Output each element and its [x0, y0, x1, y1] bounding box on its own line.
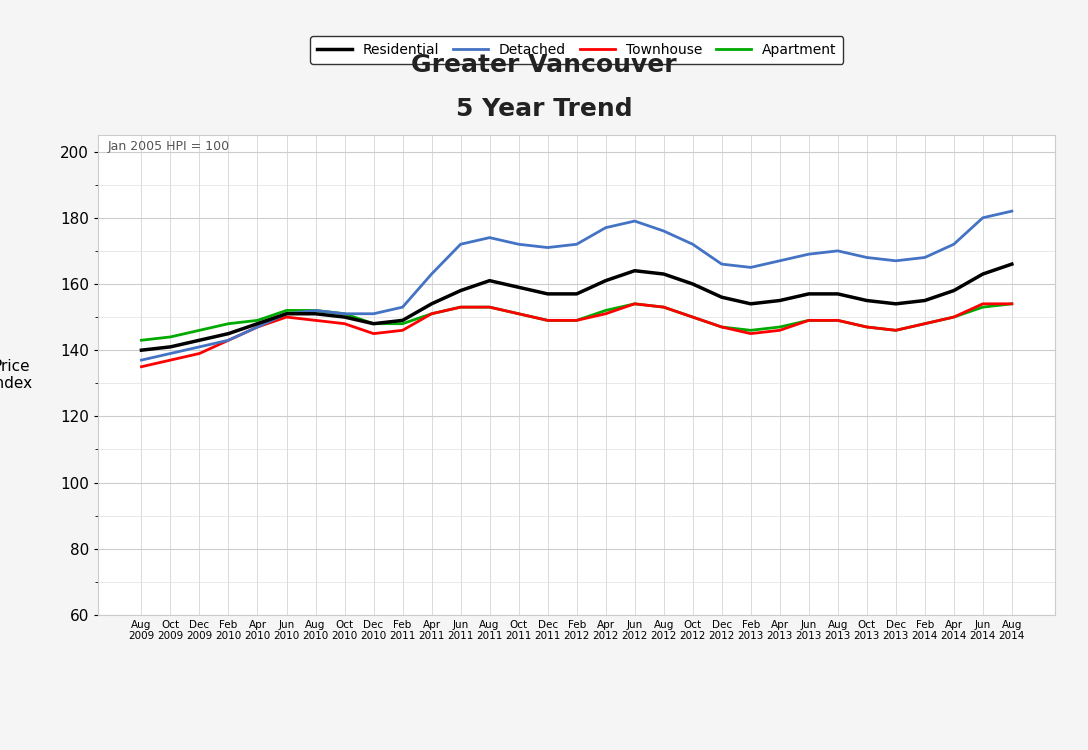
Y-axis label: Price
Index: Price Index [0, 358, 33, 392]
Text: Greater Vancouver: Greater Vancouver [411, 53, 677, 76]
Legend: Residential, Detached, Townhouse, Apartment: Residential, Detached, Townhouse, Apartm… [310, 36, 843, 64]
Text: Jan 2005 HPI = 100: Jan 2005 HPI = 100 [108, 140, 230, 153]
Text: 5 Year Trend: 5 Year Trend [456, 98, 632, 122]
